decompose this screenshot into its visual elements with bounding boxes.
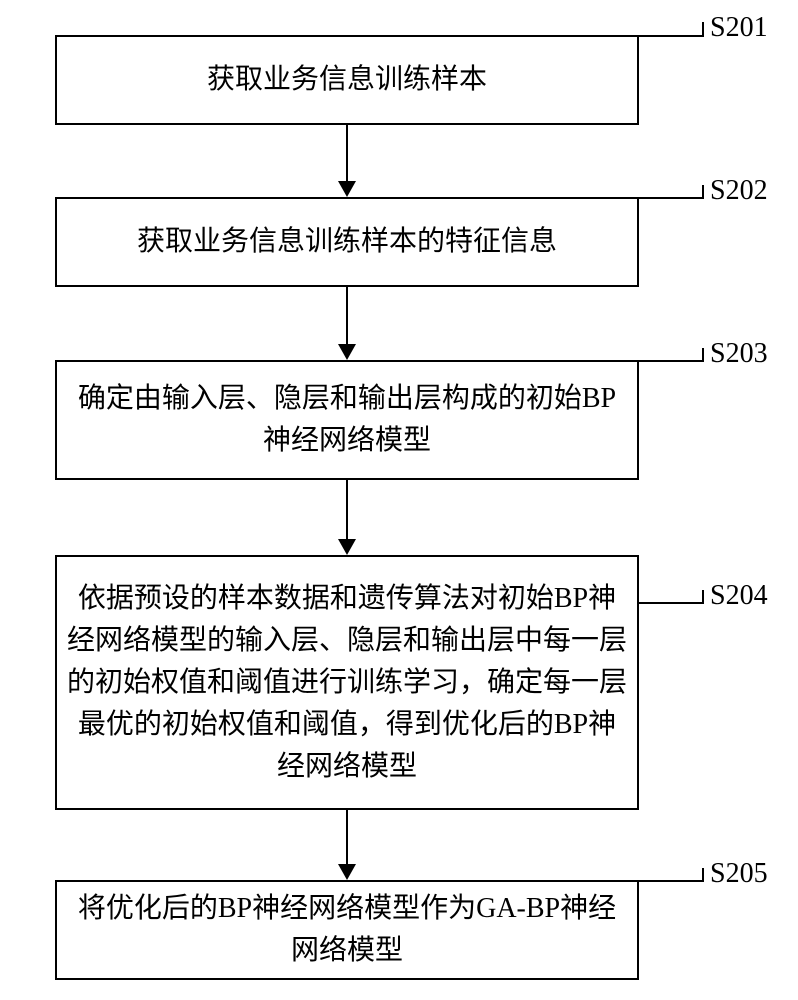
edge-3-line bbox=[346, 480, 348, 539]
flow-node-1: 获取业务信息训练样本 bbox=[55, 35, 639, 125]
flow-node-3: 确定由输入层、隐层和输出层构成的初始BP神经网络模型 bbox=[55, 360, 639, 480]
leader-s205-h bbox=[639, 880, 702, 882]
leader-s205-v bbox=[702, 868, 704, 882]
flowchart-canvas: 获取业务信息训练样本 获取业务信息训练样本的特征信息 确定由输入层、隐层和输出层… bbox=[0, 0, 798, 1000]
flow-node-4: 依据预设的样本数据和遗传算法对初始BP神经网络模型的输入层、隐层和输出层中每一层… bbox=[55, 555, 639, 810]
edge-2-line bbox=[346, 287, 348, 344]
flow-node-2-text: 获取业务信息训练样本的特征信息 bbox=[137, 221, 557, 263]
step-label-s201: S201 bbox=[710, 12, 768, 44]
edge-4-arrow-icon bbox=[338, 864, 356, 880]
leader-s202-v bbox=[702, 185, 704, 199]
leader-s201-h bbox=[639, 35, 702, 37]
edge-2-arrow-icon bbox=[338, 344, 356, 360]
leader-s203-v bbox=[702, 348, 704, 362]
flow-node-5: 将优化后的BP神经网络模型作为GA-BP神经网络模型 bbox=[55, 880, 639, 980]
edge-1-line bbox=[346, 125, 348, 181]
flow-node-3-text: 确定由输入层、隐层和输出层构成的初始BP神经网络模型 bbox=[67, 378, 627, 462]
edge-1-arrow-icon bbox=[338, 181, 356, 197]
edge-3-arrow-icon bbox=[338, 539, 356, 555]
leader-s204-h bbox=[639, 602, 702, 604]
flow-node-5-text: 将优化后的BP神经网络模型作为GA-BP神经网络模型 bbox=[67, 888, 627, 972]
step-label-s205: S205 bbox=[710, 858, 768, 890]
step-label-s203: S203 bbox=[710, 338, 768, 370]
step-label-s204: S204 bbox=[710, 580, 768, 612]
leader-s203-h bbox=[639, 360, 702, 362]
flow-node-1-text: 获取业务信息训练样本 bbox=[207, 59, 487, 101]
leader-s204-v bbox=[702, 590, 704, 604]
step-label-s202: S202 bbox=[710, 175, 768, 207]
flow-node-2: 获取业务信息训练样本的特征信息 bbox=[55, 197, 639, 287]
leader-s201-v bbox=[702, 22, 704, 37]
edge-4-line bbox=[346, 810, 348, 864]
leader-s202-h bbox=[639, 197, 702, 199]
flow-node-4-text: 依据预设的样本数据和遗传算法对初始BP神经网络模型的输入层、隐层和输出层中每一层… bbox=[67, 578, 627, 788]
